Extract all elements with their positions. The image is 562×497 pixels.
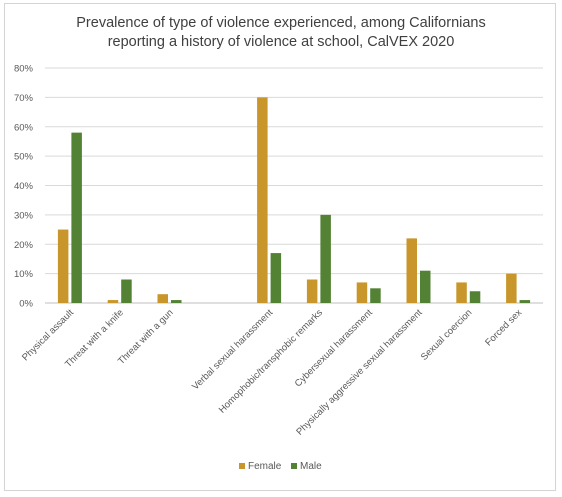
category-label: Physical assault	[20, 307, 76, 363]
y-tick-label: 80%	[14, 64, 34, 75]
bar-female	[306, 279, 318, 303]
bar-female	[356, 282, 368, 303]
legend-label-female: Female	[248, 461, 282, 472]
category-label: Forced sex	[483, 307, 524, 348]
bar-male	[420, 270, 431, 303]
bar-male	[320, 214, 331, 303]
bar-female	[406, 238, 417, 303]
bar-female	[257, 97, 268, 303]
y-tick-label: 20%	[14, 240, 34, 251]
category-label: Sexual coercion	[419, 307, 475, 363]
bar-male	[71, 132, 82, 303]
category-label: Verbal sexual harassment	[190, 307, 275, 392]
chart-title: Prevalence of type of violence experienc…	[0, 14, 562, 52]
legend-label-male: Male	[300, 461, 322, 472]
bar-male	[519, 300, 531, 303]
y-tick-label: 50%	[14, 152, 34, 163]
y-tick-label: 10%	[14, 269, 34, 280]
category-label: Threat with a gun	[116, 307, 176, 367]
y-tick-label: 0%	[19, 299, 33, 310]
chart-title-line-1: Prevalence of type of violence experienc…	[76, 15, 486, 31]
bar-male	[270, 253, 282, 303]
bar-male	[370, 288, 381, 303]
legend-swatch-male	[291, 463, 297, 469]
legend-swatch-female	[239, 463, 245, 469]
bar-female	[506, 273, 517, 303]
bar-male	[171, 300, 182, 303]
y-tick-label: 60%	[14, 122, 34, 133]
y-tick-label: 30%	[14, 210, 34, 221]
y-tick-label: 40%	[14, 181, 34, 192]
y-tick-label: 70%	[14, 93, 34, 104]
bar-female	[107, 300, 119, 303]
chart-frame	[4, 3, 556, 491]
bar-female	[157, 294, 168, 303]
chart-title-line-2: reporting a history of violence at schoo…	[107, 34, 455, 50]
bar-female	[57, 229, 69, 303]
bar-male	[121, 279, 132, 303]
bar-female	[456, 282, 467, 303]
bar-male	[469, 291, 481, 303]
category-label: Homophobic/transphobic remarks	[217, 307, 325, 415]
